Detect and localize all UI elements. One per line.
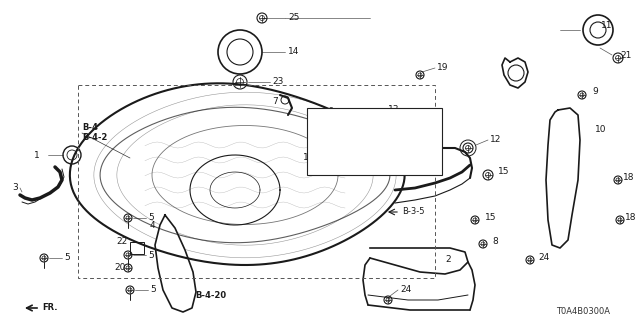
Text: 5: 5 xyxy=(150,285,156,294)
Text: 4: 4 xyxy=(149,220,155,229)
Text: 13: 13 xyxy=(388,106,399,115)
Text: 15: 15 xyxy=(485,213,497,222)
Text: 8: 8 xyxy=(492,237,498,246)
Text: 14: 14 xyxy=(288,47,300,57)
Text: 19: 19 xyxy=(437,62,449,71)
Text: 23: 23 xyxy=(272,77,284,86)
Text: 18: 18 xyxy=(623,173,634,182)
Polygon shape xyxy=(502,58,528,88)
Text: 20: 20 xyxy=(115,263,126,273)
Polygon shape xyxy=(546,108,580,248)
Text: FR.: FR. xyxy=(42,303,58,313)
Text: 22: 22 xyxy=(116,237,128,246)
Text: B-4-20: B-4-20 xyxy=(195,291,226,300)
Text: 5: 5 xyxy=(148,213,154,222)
Text: 7: 7 xyxy=(272,98,278,107)
Text: 21: 21 xyxy=(620,51,632,60)
Text: 15: 15 xyxy=(498,167,509,177)
Text: 10: 10 xyxy=(595,125,607,134)
Text: 18: 18 xyxy=(625,213,637,222)
Text: 2: 2 xyxy=(445,255,451,265)
Text: B-3-5: B-3-5 xyxy=(402,207,424,217)
Polygon shape xyxy=(155,215,196,312)
Text: 6: 6 xyxy=(327,108,333,116)
Text: 24: 24 xyxy=(400,285,412,294)
Text: 1: 1 xyxy=(35,150,40,159)
Text: 25: 25 xyxy=(288,13,300,22)
Text: 5: 5 xyxy=(148,251,154,260)
Text: 11: 11 xyxy=(601,20,612,29)
Text: 3: 3 xyxy=(12,183,18,193)
Text: 24: 24 xyxy=(538,253,549,262)
Text: 9: 9 xyxy=(592,87,598,97)
Bar xyxy=(307,108,442,175)
Text: B-4-2: B-4-2 xyxy=(82,133,108,142)
Text: T0A4B0300A: T0A4B0300A xyxy=(556,308,610,316)
Text: 16: 16 xyxy=(303,154,314,163)
Text: B-4: B-4 xyxy=(82,124,98,132)
Bar xyxy=(130,242,144,254)
Text: 5: 5 xyxy=(64,253,70,262)
Text: 12: 12 xyxy=(490,135,501,145)
Text: 17: 17 xyxy=(358,154,369,163)
Bar xyxy=(78,85,435,278)
